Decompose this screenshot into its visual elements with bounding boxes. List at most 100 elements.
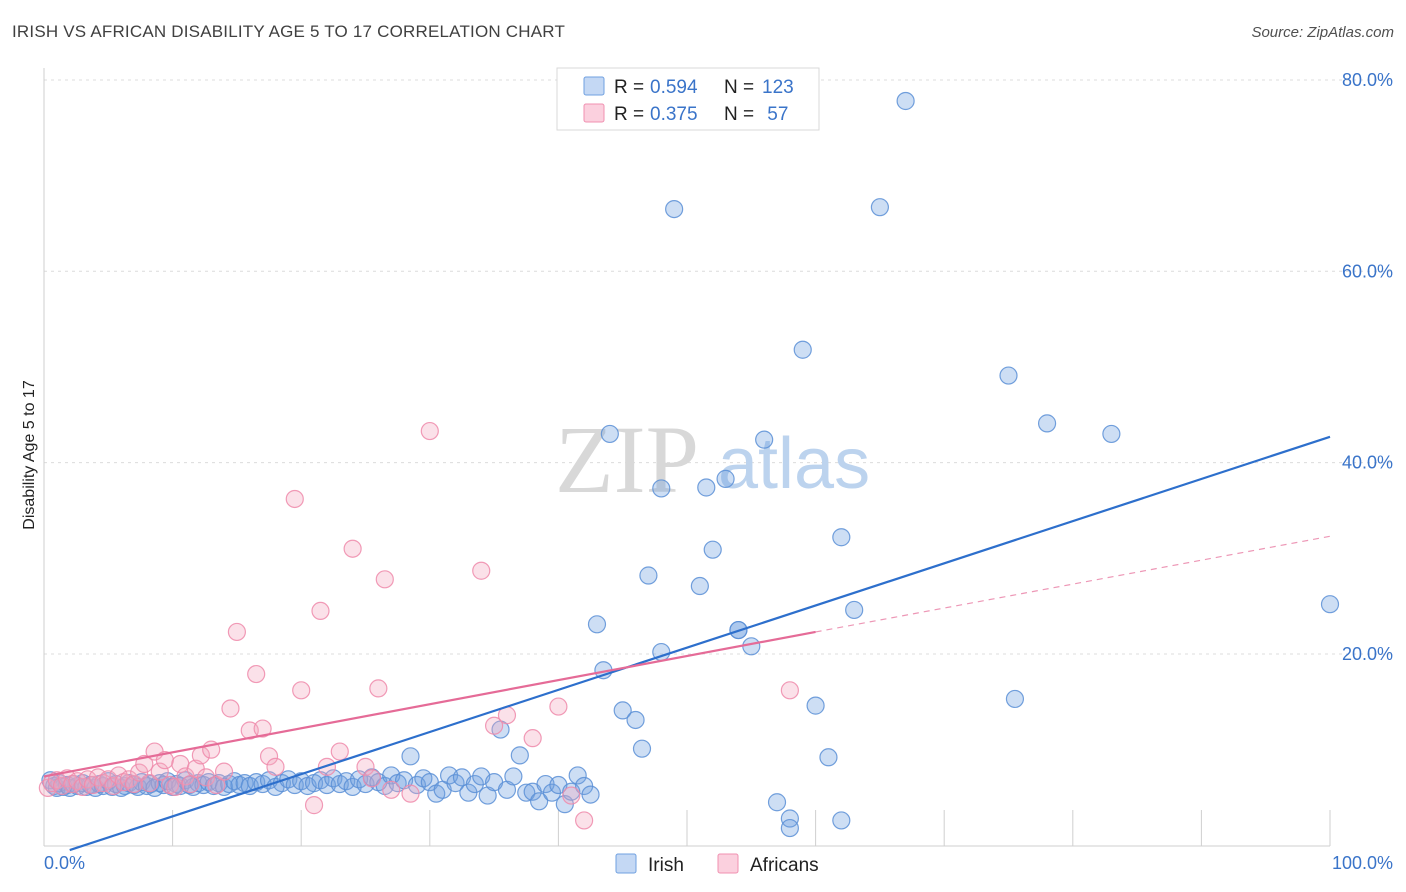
y-tick-label: 40.0% bbox=[1342, 453, 1393, 473]
africans-point bbox=[140, 774, 159, 793]
irish-point bbox=[755, 430, 774, 449]
irish-point bbox=[1102, 424, 1121, 444]
africans-point bbox=[221, 699, 240, 718]
irish-trend-line bbox=[69, 435, 1331, 852]
africans-trend-line bbox=[43, 630, 816, 778]
africans-point bbox=[523, 729, 542, 748]
irish-point bbox=[1037, 414, 1057, 433]
irish-point bbox=[832, 811, 851, 830]
series-label-irish: Irish bbox=[648, 855, 684, 876]
africans-point bbox=[375, 570, 394, 589]
africans-trend-extension bbox=[815, 535, 1331, 633]
legend-swatch-irish bbox=[583, 76, 605, 96]
africans-point bbox=[135, 754, 154, 774]
series-label-africans: Africans bbox=[750, 855, 819, 876]
africans-point bbox=[304, 796, 324, 815]
stats-legend: R = 0.594 N = 123 R = 0.375 N = 57 bbox=[556, 67, 820, 131]
irish-point bbox=[793, 340, 812, 359]
africans-point bbox=[343, 539, 362, 558]
irish-point bbox=[1005, 689, 1025, 709]
africans-point bbox=[227, 622, 246, 642]
irish-point bbox=[504, 767, 523, 786]
irish-point bbox=[510, 746, 529, 765]
irish-point bbox=[690, 576, 709, 596]
irish-point bbox=[587, 615, 607, 634]
tick-labels: 20.0% 40.0% 60.0% 80.0% 0.0% 100.0% bbox=[44, 70, 1393, 873]
legend-n-value-irish: 123 bbox=[762, 77, 794, 98]
africans-point bbox=[311, 601, 330, 621]
africans-point bbox=[356, 757, 375, 776]
legend-swatch-africans bbox=[583, 103, 605, 123]
watermark-atlas: atlas bbox=[718, 424, 870, 504]
legend-r-label-irish: R = bbox=[614, 77, 644, 98]
irish-point bbox=[703, 540, 722, 559]
africans-point bbox=[382, 780, 401, 799]
africans-point bbox=[155, 751, 174, 770]
africans-point bbox=[214, 762, 234, 781]
legend-n-label-africans: N = bbox=[724, 104, 754, 125]
africans-point bbox=[247, 664, 266, 684]
irish-point bbox=[317, 775, 337, 795]
africans-point bbox=[420, 421, 439, 441]
irish-point bbox=[1320, 595, 1340, 614]
irish-point bbox=[780, 818, 799, 838]
irish-point bbox=[568, 766, 587, 785]
africans-point bbox=[549, 697, 568, 716]
africans-point bbox=[253, 719, 272, 738]
africans-point bbox=[266, 757, 285, 776]
watermark-zip: ZIP bbox=[555, 406, 699, 513]
africans-point bbox=[369, 679, 388, 698]
trend-lines bbox=[815, 535, 1331, 633]
legend-r-label-africans: R = bbox=[614, 104, 644, 125]
x-tick-label: 0.0% bbox=[44, 853, 85, 873]
legend-n-value-africans: 57 bbox=[762, 104, 788, 125]
africans-point bbox=[196, 768, 216, 787]
africans-point bbox=[401, 784, 420, 803]
irish-point bbox=[401, 747, 420, 766]
africans-point bbox=[124, 774, 144, 794]
y-axis-label: Disability Age 5 to 17 bbox=[21, 380, 38, 530]
watermark: ZIP atlas bbox=[555, 406, 870, 513]
y-tick-label: 20.0% bbox=[1342, 644, 1393, 664]
y-tick-label: 80.0% bbox=[1342, 70, 1393, 90]
africans-point bbox=[575, 811, 594, 830]
africans-point bbox=[58, 769, 77, 788]
series-legend: Irish Africans bbox=[615, 853, 819, 876]
irish-point bbox=[530, 792, 549, 811]
irish-point bbox=[780, 809, 799, 828]
irish-point bbox=[845, 600, 864, 620]
irish-point bbox=[806, 696, 825, 715]
irish-point bbox=[896, 91, 915, 111]
africans-point bbox=[259, 747, 279, 766]
irish-point bbox=[517, 783, 536, 802]
irish-point bbox=[613, 701, 632, 720]
irish-point bbox=[832, 528, 851, 547]
africans-point bbox=[181, 774, 200, 794]
africans-point bbox=[485, 716, 504, 735]
irish-point bbox=[665, 199, 684, 219]
chart-title: IRISH VS AFRICAN DISABILITY AGE 5 TO 17 … bbox=[12, 22, 566, 41]
irish-point bbox=[639, 566, 658, 585]
irish-point bbox=[600, 424, 619, 444]
africans-point bbox=[207, 775, 226, 795]
data-points bbox=[38, 91, 1340, 852]
series-swatch-irish bbox=[615, 853, 637, 874]
africans-point bbox=[292, 681, 311, 700]
legend-r-value-irish: 0.594 bbox=[650, 77, 698, 98]
y-tick-label: 60.0% bbox=[1342, 261, 1393, 281]
chart-source: Source: ZipAtlas.com bbox=[1251, 24, 1394, 41]
irish-point bbox=[632, 739, 652, 758]
africans-point bbox=[362, 769, 382, 788]
irish-point bbox=[581, 785, 600, 804]
africans-point bbox=[285, 489, 304, 509]
irish-point bbox=[742, 637, 761, 656]
legend-r-value-africans: 0.375 bbox=[650, 104, 698, 125]
africans-point bbox=[104, 776, 123, 796]
irish-point bbox=[870, 198, 890, 217]
africans-point bbox=[562, 786, 581, 805]
x-tick-label: 100.0% bbox=[1332, 853, 1393, 873]
legend-n-label-irish: N = bbox=[724, 77, 754, 98]
africans-point bbox=[780, 681, 799, 700]
series-swatch-africans bbox=[717, 853, 739, 874]
